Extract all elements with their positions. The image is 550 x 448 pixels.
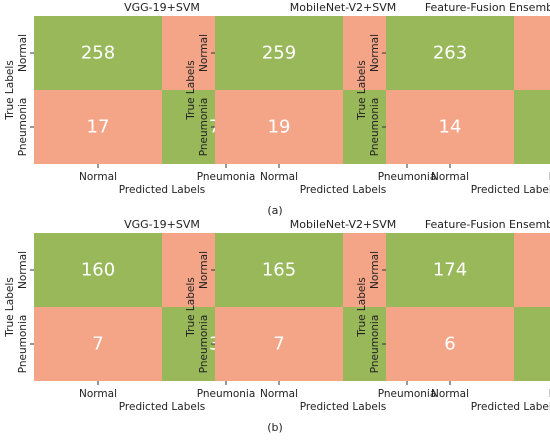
cell-value: 165 — [262, 260, 296, 281]
chart-title: VGG-19+SVM — [124, 1, 200, 14]
heatmap-cell — [215, 90, 343, 164]
heatmap-cell — [386, 16, 514, 90]
y-axis-label: True Labels — [4, 60, 16, 120]
y-tick-label: Normal — [17, 251, 29, 289]
y-tick-label: Pneumonia — [198, 98, 210, 157]
x-tick-label: Pneumonia — [197, 171, 256, 183]
heatmap-cell — [386, 233, 514, 307]
chart-title: Feature-Fusion Ensemble + SVM — [425, 218, 550, 231]
x-axis-label: Predicted Labels — [119, 401, 205, 413]
x-tick-label: Normal — [431, 171, 469, 183]
x-tick-label: Pneumonia — [549, 171, 550, 183]
x-axis-label: Predicted Labels — [119, 184, 205, 196]
y-tick-label: Pneumonia — [369, 315, 381, 374]
cell-value: 160 — [81, 260, 115, 281]
chart-title: MobileNet-V2+SVM — [290, 218, 396, 231]
cell-value: 17 — [87, 117, 110, 138]
x-axis-label: Predicted Labels — [300, 184, 386, 196]
heatmap-cell — [514, 16, 550, 90]
y-tick-label: Pneumonia — [198, 315, 210, 374]
cell-value: 258 — [81, 43, 115, 64]
heatmap-cell — [215, 233, 343, 307]
y-axis-label: True Labels — [185, 277, 197, 337]
heatmap-cell — [215, 16, 343, 90]
chart-title: VGG-19+SVM — [124, 218, 200, 231]
x-tick-label: Normal — [79, 388, 117, 400]
y-axis-label: True Labels — [4, 277, 16, 337]
cell-value: 259 — [262, 43, 296, 64]
x-tick-label: Normal — [260, 171, 298, 183]
heatmap-cell — [215, 307, 343, 381]
x-axis-label: Predicted Labels — [471, 401, 550, 413]
subfigure-label: (b) — [267, 421, 283, 434]
x-tick-label: Normal — [79, 171, 117, 183]
cell-value: 6 — [444, 334, 455, 355]
y-tick-label: Pneumonia — [17, 315, 29, 374]
heatmap-cell — [386, 307, 514, 381]
cell-value: 174 — [433, 260, 467, 281]
heatmap-cell — [514, 90, 550, 164]
cell-value: 7 — [273, 334, 284, 355]
y-axis-label: True Labels — [356, 277, 368, 337]
x-tick-label: Normal — [260, 388, 298, 400]
x-tick-label: Pneumonia — [378, 388, 437, 400]
chart-title: MobileNet-V2+SVM — [290, 1, 396, 14]
x-tick-label: Pneumonia — [378, 171, 437, 183]
y-tick-label: Normal — [198, 251, 210, 289]
heatmap-cell — [34, 16, 162, 90]
y-tick-label: Normal — [369, 34, 381, 72]
cell-value: 263 — [433, 43, 467, 64]
x-tick-label: Normal — [431, 388, 469, 400]
y-tick-label: Normal — [198, 34, 210, 72]
heatmap-cell — [34, 233, 162, 307]
y-tick-label: Pneumonia — [17, 98, 29, 157]
y-tick-label: Normal — [369, 251, 381, 289]
subfigure-label: (a) — [267, 204, 282, 217]
heatmap-cell — [34, 307, 162, 381]
heatmap-cell — [34, 90, 162, 164]
heatmap-cell — [514, 233, 550, 307]
y-axis-label: True Labels — [185, 60, 197, 120]
cell-value: 7 — [92, 334, 103, 355]
x-tick-label: Pneumonia — [549, 388, 550, 400]
y-tick-label: Pneumonia — [369, 98, 381, 157]
cell-value: 19 — [268, 117, 291, 138]
heatmap-cell — [514, 307, 550, 381]
x-tick-label: Pneumonia — [197, 388, 256, 400]
y-axis-label: True Labels — [356, 60, 368, 120]
heatmap-cell — [386, 90, 514, 164]
x-axis-label: Predicted Labels — [471, 184, 550, 196]
cell-value: 14 — [439, 117, 462, 138]
x-axis-label: Predicted Labels — [300, 401, 386, 413]
chart-title: Feature-Fusion Ensemble + SVM — [425, 1, 550, 14]
y-tick-label: Normal — [17, 34, 29, 72]
